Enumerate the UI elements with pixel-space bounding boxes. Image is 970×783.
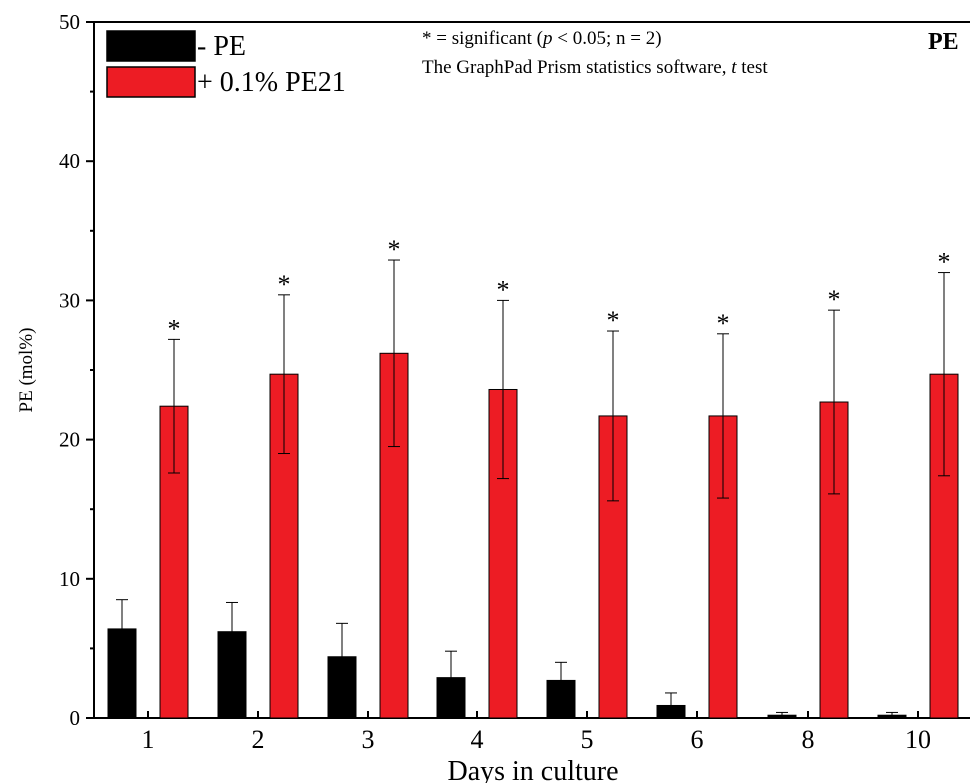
significance-marker: * [607,306,620,335]
bar [107,628,137,719]
x-tick-label: 2 [252,725,265,754]
significance-marker: * [168,314,181,343]
significance-marker: * [388,235,401,264]
x-tick-label: 4 [471,725,484,754]
y-axis-label: PE (mol%) [16,328,37,413]
x-tick-label: 6 [691,725,704,754]
y-ticks: 0 10 20 30 40 50 [59,10,94,730]
legend-swatch-minus-pe [106,30,196,62]
x-axis-label: Days in culture [447,756,618,783]
panel-title: PE [928,29,959,55]
y-tick-label: 20 [59,428,80,452]
significance-markers: * * * * * * * * [168,235,951,343]
significance-marker: * [828,285,841,314]
x-tick-label: 10 [905,725,931,754]
legend: - PE + 0.1% PE21 [106,30,346,98]
y-tick-label: 10 [59,567,80,591]
x-tick-label: 1 [142,725,155,754]
significance-marker: * [278,270,291,299]
y-tick-label: 0 [70,706,81,730]
legend-swatch-plus-pe21 [106,66,196,98]
x-ticks: 1 2 3 4 5 6 8 10 [142,711,931,754]
software-note: The GraphPad Prism statistics software, … [422,57,768,78]
significance-marker: * [938,248,951,277]
legend-label-minus-pe: - PE [197,31,246,62]
legend-label-plus-pe21: + 0.1% PE21 [197,67,346,98]
y-tick-label: 40 [59,149,80,173]
significance-marker: * [717,309,730,338]
bars [107,352,959,719]
x-tick-label: 5 [581,725,594,754]
significance-note: * = significant (p < 0.05; n = 2) [422,28,662,49]
error-bars [116,259,950,719]
x-tick-label: 8 [802,725,815,754]
x-tick-label: 3 [362,725,375,754]
y-tick-label: 30 [59,288,80,312]
y-tick-label: 50 [59,10,80,34]
significance-marker: * [497,275,510,304]
